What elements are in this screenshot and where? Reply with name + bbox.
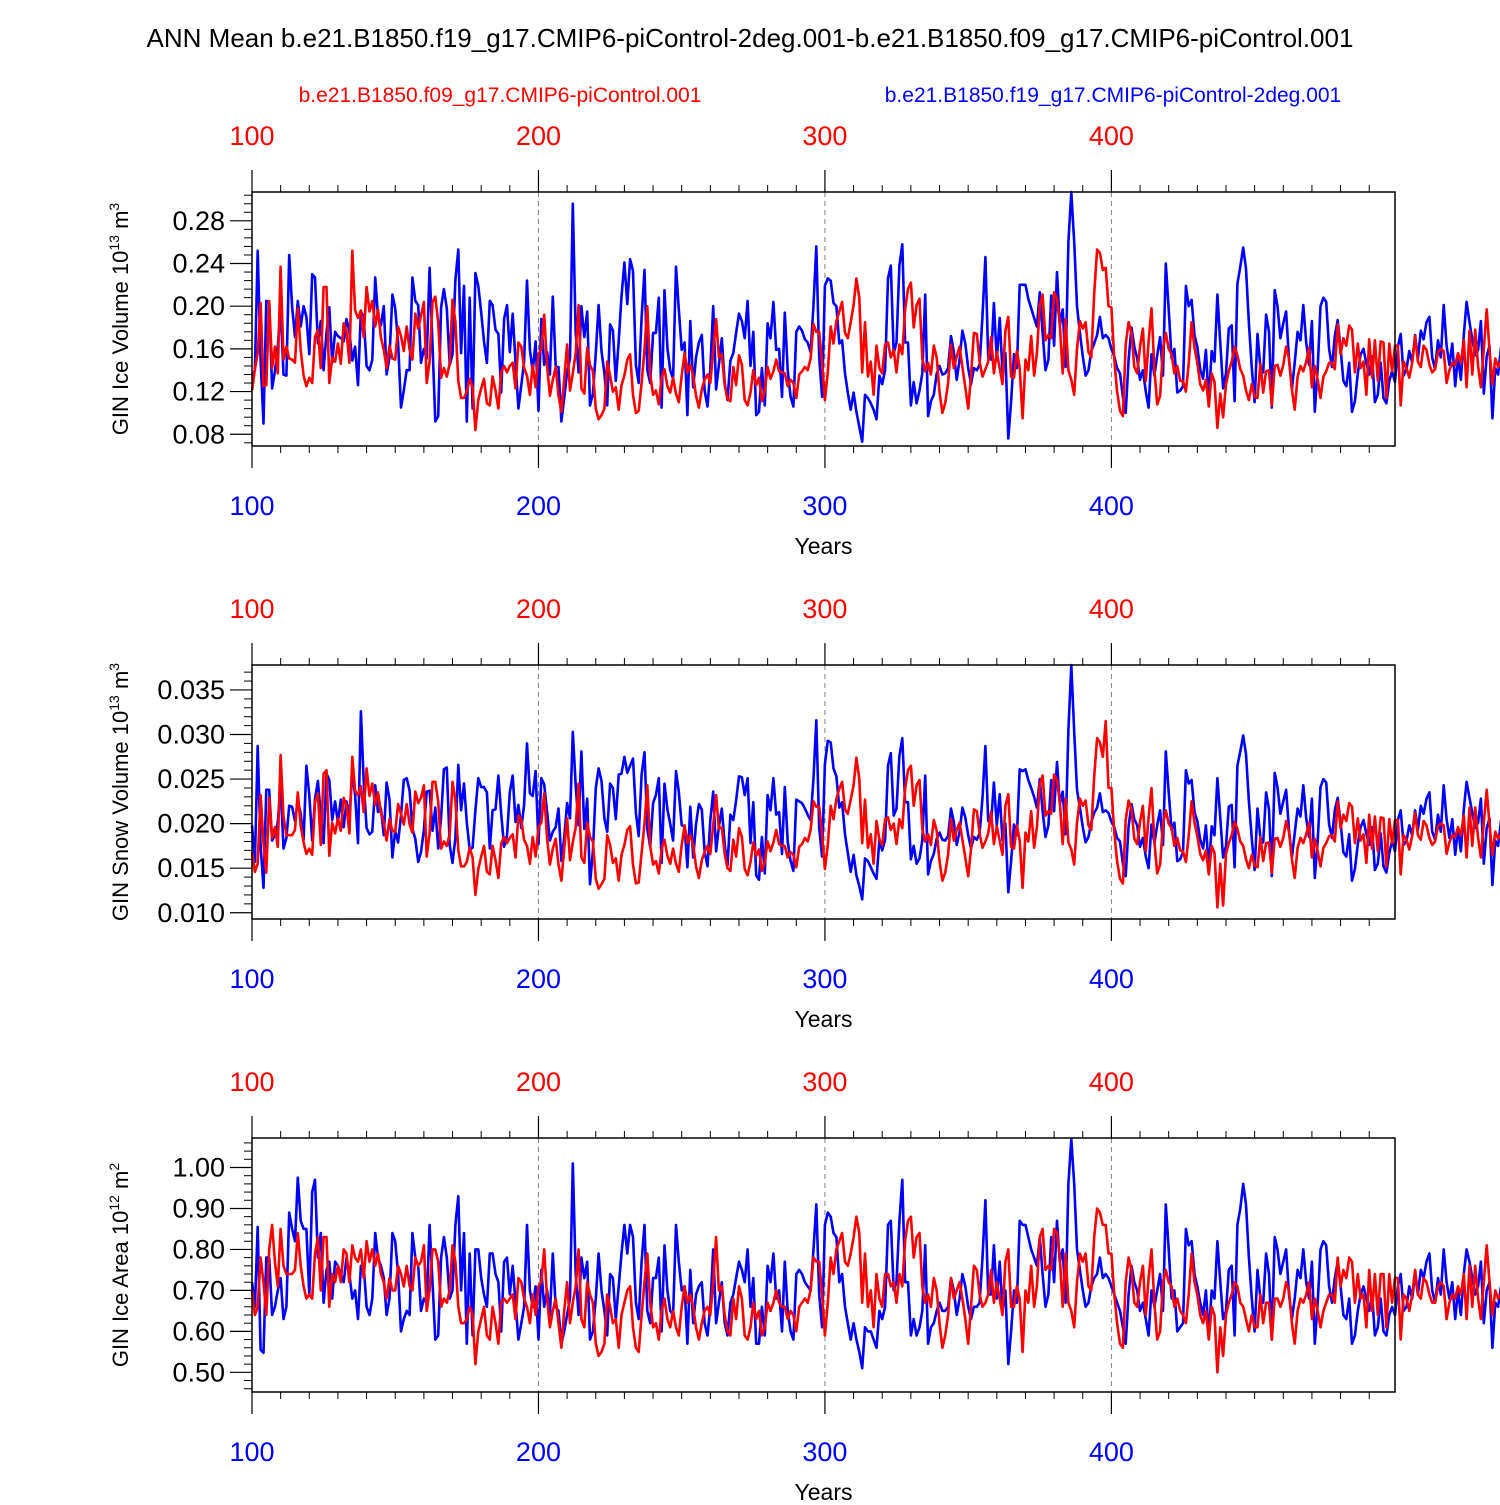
x-tick-label-bottom: 100 [229,964,274,994]
plot-frame [251,664,1396,920]
x-tick-label-top: 400 [1089,121,1134,151]
y-tick-label: 0.08 [172,419,225,449]
x-tick-label-top: 300 [802,594,847,624]
plot-frame [251,191,1396,447]
y-axis-label: GIN Ice Area 1012 m2 [106,1163,133,1368]
x-tick-label-bottom: 400 [1089,964,1134,994]
y-tick-label: 0.010 [157,898,225,928]
x-tick-label-bottom: 100 [229,491,274,521]
x-tick-label-bottom: 200 [516,964,561,994]
y-tick-label: 0.16 [172,334,225,364]
x-axis-label: Years [795,533,853,559]
x-tick-label-bottom: 400 [1089,1437,1134,1467]
x-tick-label-top: 100 [229,121,274,151]
x-axis-label: Years [795,1479,853,1500]
series-line-case-a [250,248,1500,432]
y-tick-label: 0.12 [172,377,225,407]
x-tick-label-top: 100 [229,1067,274,1097]
x-tick-label-top: 300 [802,1067,847,1097]
x-tick-label-bottom: 300 [802,964,847,994]
legend-case-b: b.e21.B1850.f19_g17.CMIP6-piControl-2deg… [885,84,1341,107]
x-tick-label-bottom: 400 [1089,491,1134,521]
chart-title: ANN Mean b.e21.B1850.f19_g17.CMIP6-piCon… [147,23,1354,53]
y-axis-label: GIN Ice Volume 1013 m3 [106,203,133,436]
x-tick-label-bottom: 200 [516,1437,561,1467]
x-tick-label-top: 200 [516,121,561,151]
x-tick-label-top: 100 [229,594,274,624]
x-tick-label-top: 200 [516,594,561,624]
y-tick-label: 0.50 [172,1357,225,1387]
y-tick-label: 0.015 [157,853,225,883]
y-tick-label: 0.60 [172,1316,225,1346]
y-tick-label: 0.70 [172,1275,225,1305]
y-tick-label: 0.035 [157,675,225,705]
panel-ice-area: 100 200 300 400 100 200 300 400 Years 0.50 0.60 0.7… [106,1067,1500,1505]
plot-frame [251,1137,1396,1393]
x-tick-label-top: 400 [1089,1067,1134,1097]
series-line-case-a [250,1207,1500,1374]
x-tick-label-bottom: 300 [802,1437,847,1467]
x-tick-label-top: 400 [1089,594,1134,624]
y-axis-label: GIN Snow Volume 1013 m3 [106,663,133,921]
x-tick-label-bottom: 300 [802,491,847,521]
series-line-case-b [250,1137,1500,1370]
y-tick-label: 0.90 [172,1193,225,1223]
x-tick-label-bottom: 100 [229,1437,274,1467]
legend-case-a: b.e21.B1850.f09_g17.CMIP6-piControl.001 [299,84,702,107]
panel-snow-volume: 100 200 300 400 100 200 300 400 Years 0.010 0.015 0… [106,594,1500,1032]
x-tick-label-top: 300 [802,121,847,151]
series-line-case-a [250,719,1500,909]
x-tick-label-top: 200 [516,1067,561,1097]
y-tick-label: 0.80 [172,1234,225,1264]
y-tick-label: 1.00 [172,1152,225,1182]
y-tick-label: 0.025 [157,764,225,794]
series-line-case-b [250,190,1500,444]
x-tick-label-bottom: 200 [516,491,561,521]
panels: 100 200 300 400 100 200 300 400 Years 0.08 0.12 0.1… [106,121,1500,1505]
series-line-case-b [250,663,1500,901]
y-tick-label: 0.28 [172,206,225,236]
x-axis-label: Years [795,1006,853,1032]
y-tick-label: 0.030 [157,720,225,750]
y-tick-label: 0.24 [172,249,225,279]
y-tick-label: 0.20 [172,291,225,321]
panel-ice-volume: 100 200 300 400 100 200 300 400 Years 0.08 0.12 0.1… [106,121,1500,559]
y-tick-label: 0.020 [157,809,225,839]
